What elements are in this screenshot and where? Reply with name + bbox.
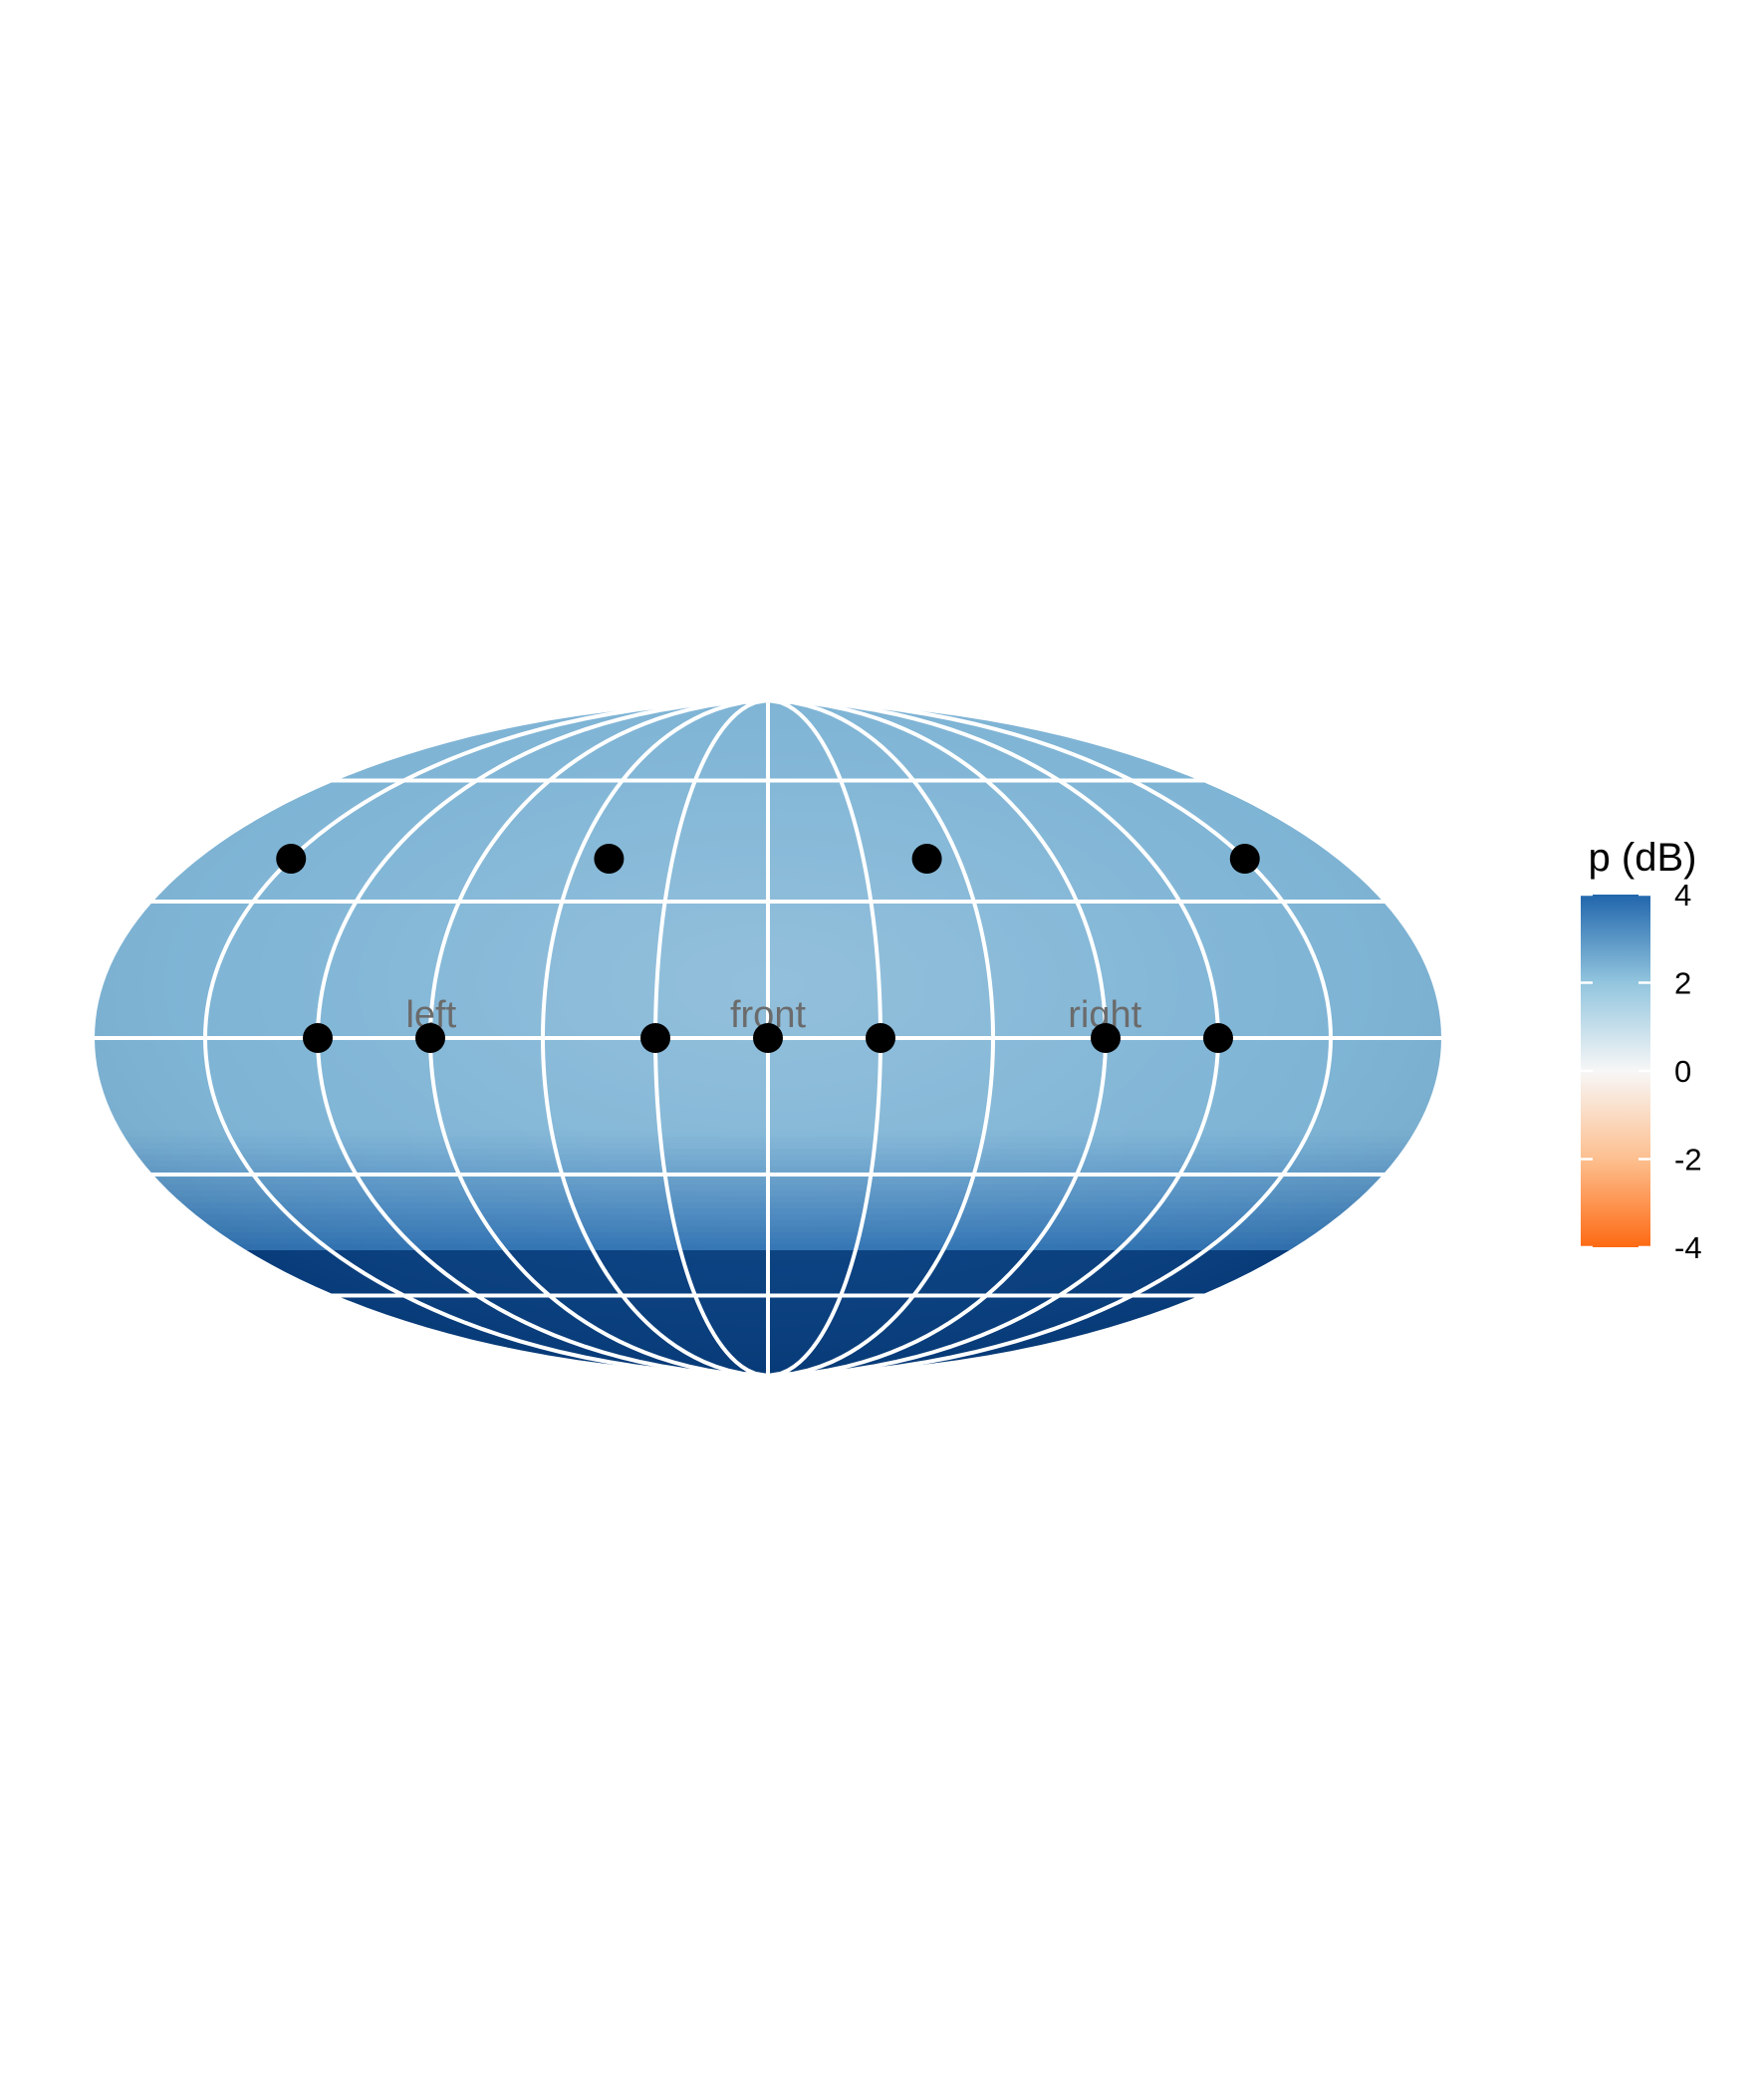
measurement-point [1203, 1023, 1233, 1053]
colorbar-tick-label: 2 [1674, 966, 1691, 1001]
legend-title: p (dB) [1589, 836, 1697, 880]
measurement-point [640, 1023, 670, 1053]
measurement-points [276, 844, 1260, 1053]
colorbar-tick-label: 4 [1674, 878, 1691, 913]
measurement-point [866, 1023, 895, 1053]
colorbar-tick-label: -2 [1674, 1143, 1702, 1177]
measurement-point [1229, 844, 1260, 875]
measurement-point [415, 1023, 445, 1053]
colorbar-tick-label: -4 [1674, 1230, 1702, 1265]
measurement-point [276, 844, 307, 875]
measurement-point [1091, 1023, 1121, 1053]
color-legend: p (dB) 4 2 0 -2 -4 [1581, 836, 1702, 1265]
colorbar-tick-label: 0 [1674, 1054, 1691, 1089]
measurement-point [753, 1023, 783, 1053]
measurement-point [303, 1023, 333, 1053]
measurement-point [911, 844, 942, 875]
mollweide-map: left front right [90, 696, 1446, 1380]
measurement-point [594, 844, 625, 875]
colorbar-ticks: 4 2 0 -2 -4 [1581, 878, 1702, 1265]
